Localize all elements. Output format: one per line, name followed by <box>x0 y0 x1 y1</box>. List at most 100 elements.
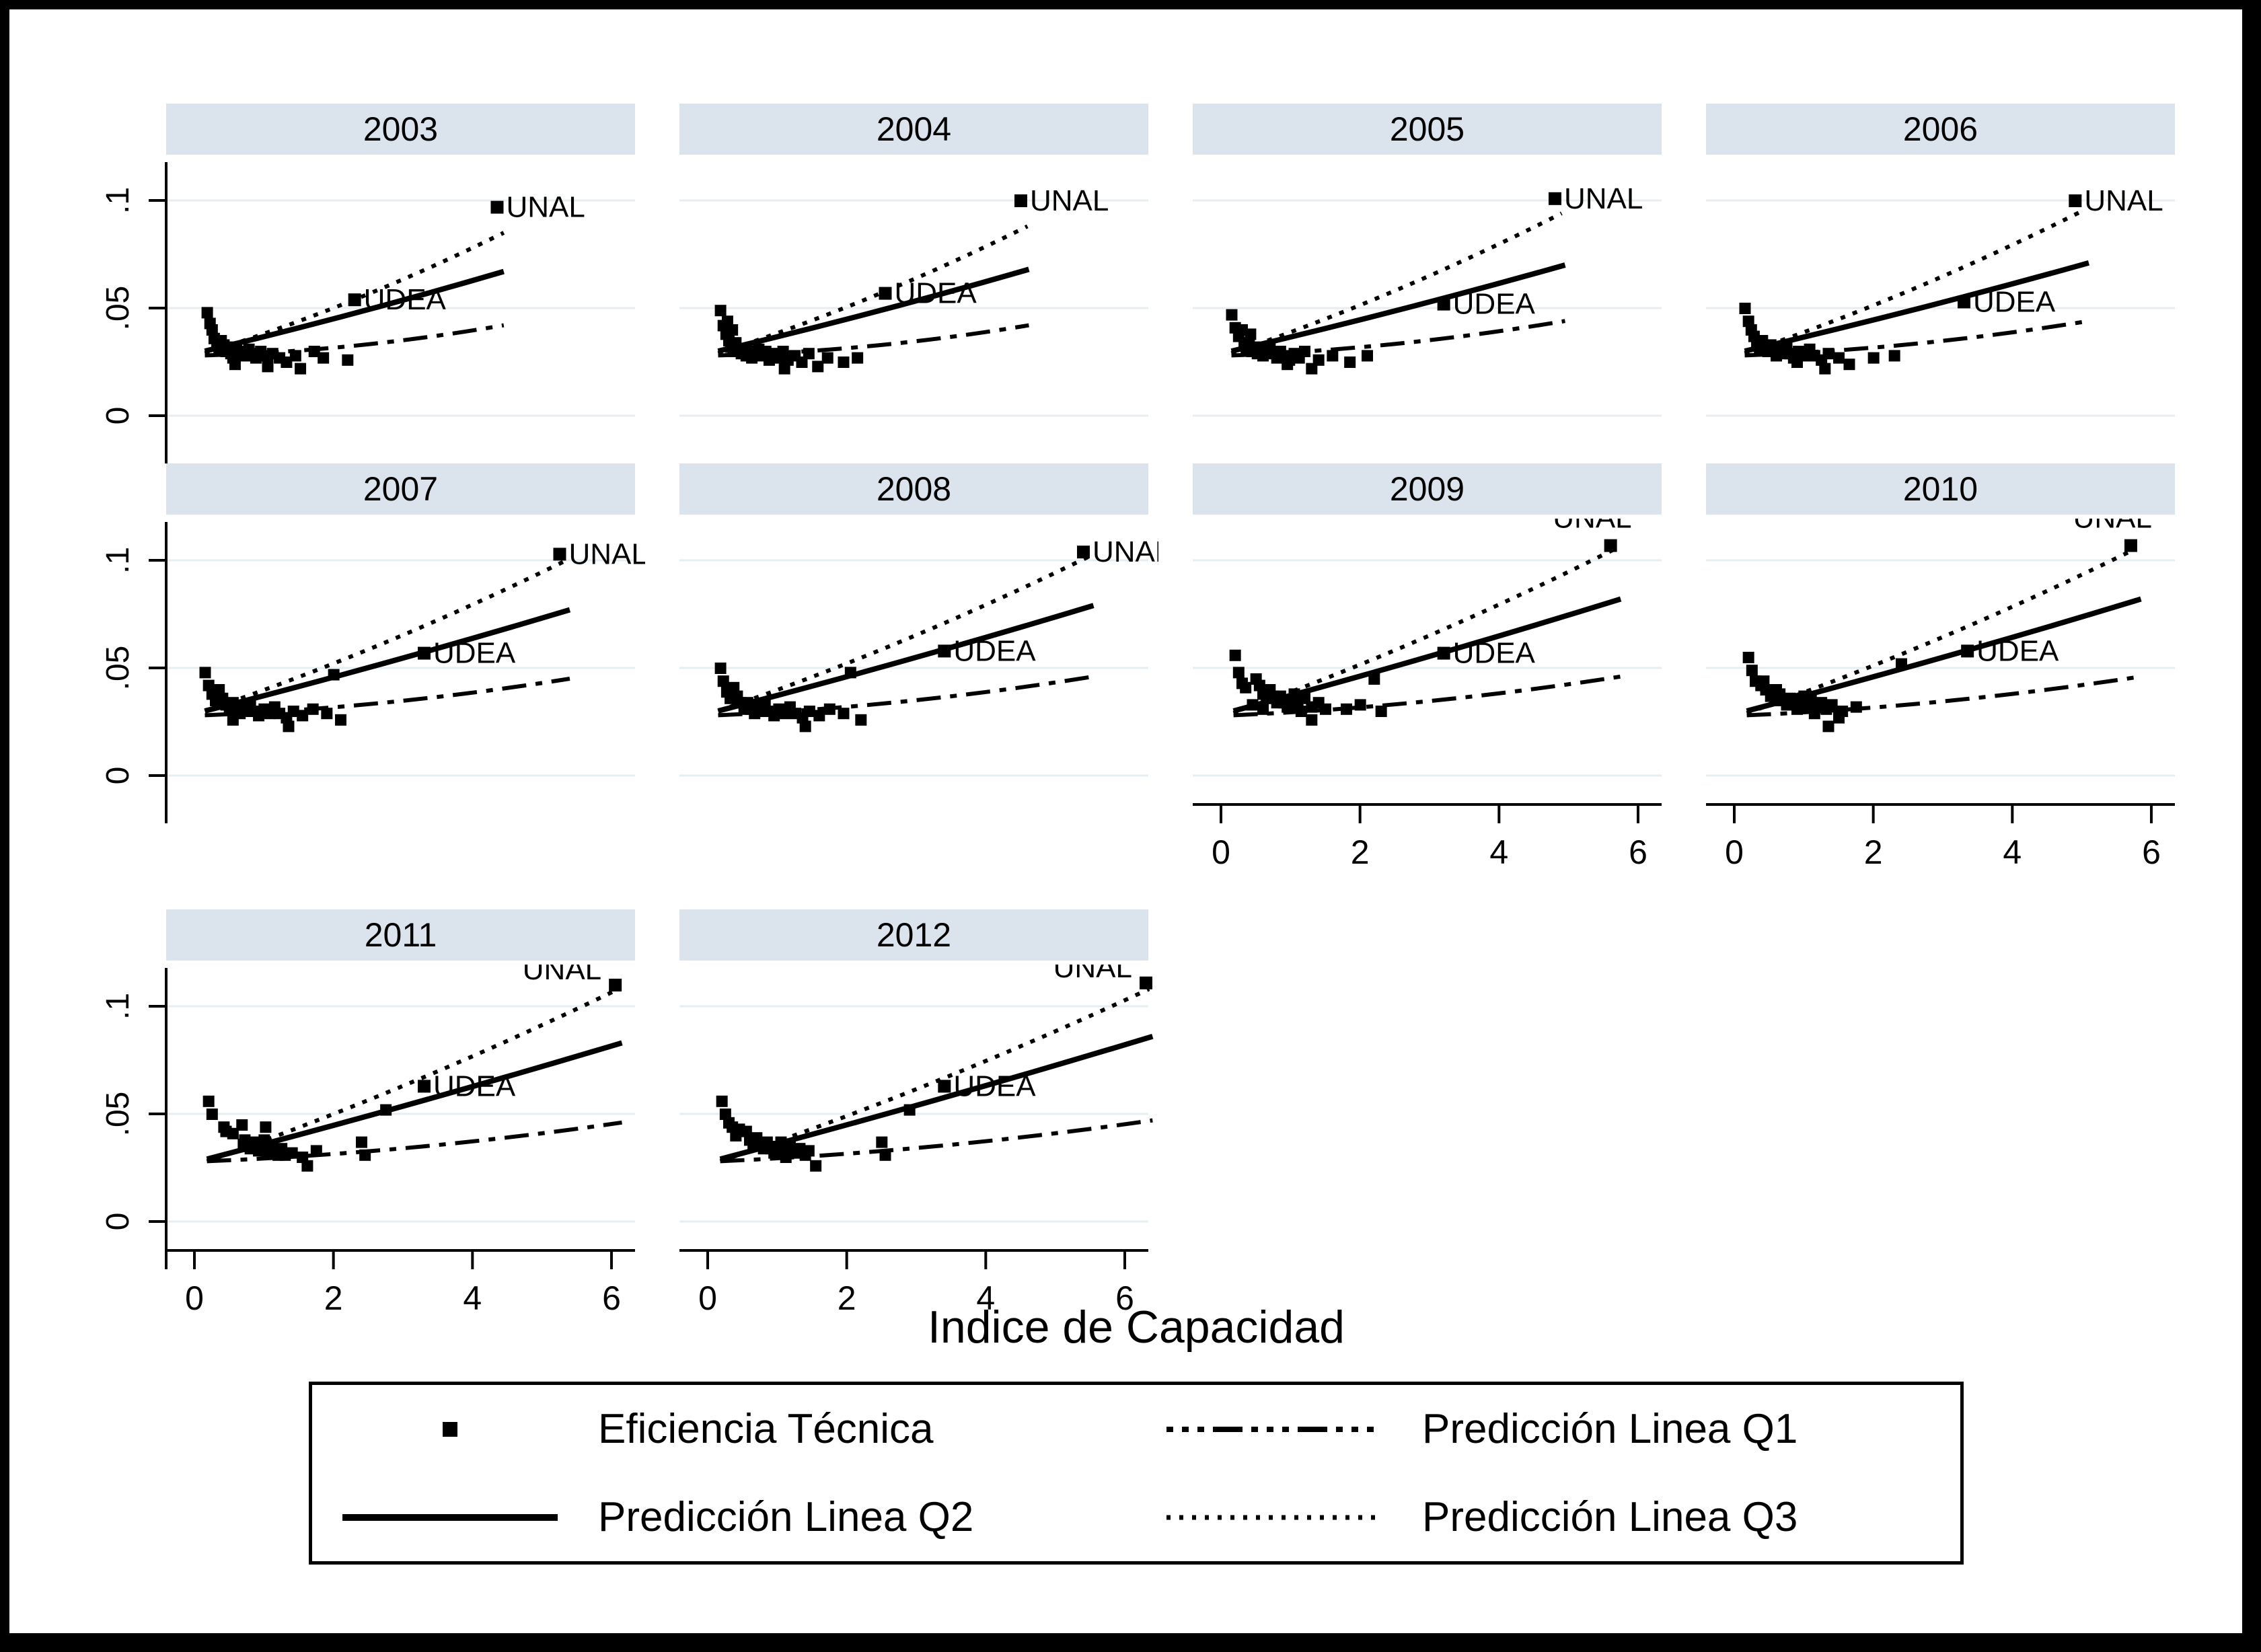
scatter-point <box>1867 352 1880 364</box>
scatter-points <box>201 307 354 375</box>
scatter-points <box>199 667 346 733</box>
scatter-point <box>823 703 836 715</box>
legend-label: Predicción Linea Q1 <box>1422 1406 1798 1452</box>
udea-point <box>348 293 361 307</box>
scatter-point <box>1822 348 1834 360</box>
scatter-point <box>780 1152 792 1163</box>
scatter-point <box>1306 714 1318 726</box>
scatter-point <box>1282 359 1294 371</box>
scatter-point <box>1306 363 1318 375</box>
panel-title: 2007 <box>166 463 635 515</box>
y-tick-label: 0 <box>106 767 136 785</box>
scatter-point <box>838 708 850 720</box>
scatter-point <box>1312 354 1325 366</box>
prediction-line-q3 <box>1744 209 2083 356</box>
unal-label: UNAL <box>2073 519 2152 535</box>
scatter-point <box>714 663 727 674</box>
scatter-points <box>1739 303 1900 375</box>
panel-title: 2008 <box>679 463 1148 515</box>
udea: UDEA <box>417 637 516 670</box>
scatter-point <box>852 352 864 364</box>
scatter-point <box>1232 667 1245 679</box>
scatter-point <box>301 1160 313 1172</box>
scatter-point <box>1739 303 1751 314</box>
x-tick-label: 6 <box>2142 833 2161 871</box>
panel-plot: UDEA UNAL <box>1193 182 1662 417</box>
unal-point <box>609 979 622 991</box>
x-tick-label: 2 <box>838 1279 856 1317</box>
scatter-point <box>879 1149 891 1161</box>
x-axis: 0 2 4 6 <box>1193 803 1662 871</box>
udea-label: UDEA <box>433 1069 516 1102</box>
unal-label: UNAL <box>1053 965 1132 984</box>
prediction-line-q1 <box>205 323 505 358</box>
y-tick-label: .05 <box>106 646 136 691</box>
solid-line-icon <box>339 1497 561 1538</box>
scatter-point <box>1354 699 1366 711</box>
panel-plot: UDEA UNAL <box>679 535 1158 777</box>
legend-label: Predicción Linea Q2 <box>598 1494 974 1540</box>
unal: UNAL <box>1076 535 1158 568</box>
scatter-point <box>775 1136 787 1148</box>
scatter-points <box>716 1095 916 1172</box>
panel-title: 2005 <box>1193 104 1662 155</box>
scatter-point <box>1288 688 1300 700</box>
gridlines <box>166 559 635 777</box>
udea-point <box>417 1080 431 1093</box>
x-tick-label: 4 <box>976 1279 995 1317</box>
udea: UDEA <box>1437 288 1536 321</box>
year-panel-2010: 2010 0 2 4 6 UDEA UNAL <box>1645 463 2185 895</box>
scatter-point <box>287 706 299 717</box>
scatter-point <box>876 1136 888 1148</box>
scatter-point <box>227 1127 239 1139</box>
scatter-points <box>714 305 864 375</box>
unal-label: UNAL <box>568 537 645 570</box>
udea: UDEA <box>1957 285 2056 318</box>
prediction-line-q2 <box>1230 262 1566 354</box>
scatter-point <box>380 1104 392 1116</box>
x-tick-label: 0 <box>1212 833 1230 871</box>
scatter-point <box>1344 356 1356 368</box>
x-axis-title: Indice de Capacidad <box>927 1302 1345 1353</box>
scatter-point <box>714 305 727 317</box>
scatter-point <box>1340 703 1352 715</box>
gridlines <box>1706 559 2175 777</box>
scatter-point <box>236 1119 248 1131</box>
scatter-points <box>1229 649 1387 726</box>
scatter-point <box>201 307 213 319</box>
scatter-point <box>1843 359 1855 371</box>
x-tick-label: 0 <box>185 1279 204 1317</box>
scatter-point <box>838 356 850 368</box>
x-axis: 0 2 4 6 <box>1706 803 2175 871</box>
year-panel-2011: 2011 0 .05 .1 0 2 4 6 UDEA UNAL <box>106 909 645 1341</box>
scatter-point <box>799 720 811 733</box>
udea-point <box>879 287 892 300</box>
unal: UNAL <box>1553 519 1632 552</box>
scatter-point <box>289 350 301 362</box>
scatter-point <box>717 675 729 687</box>
scatter-point <box>716 1095 728 1107</box>
scatter-point <box>202 679 215 691</box>
x-tick-label: 4 <box>1489 833 1508 871</box>
udea: UDEA <box>1961 634 2059 667</box>
scatter-point <box>328 669 340 681</box>
udea-label: UDEA <box>953 634 1036 667</box>
unal: UNAL <box>1053 965 1152 989</box>
scatter-point <box>229 359 241 371</box>
unal: UNAL <box>553 537 645 570</box>
x-tick-label: 6 <box>1629 833 1647 871</box>
unal-point <box>553 548 566 561</box>
scatter-point <box>283 720 295 733</box>
scatter-point <box>727 324 739 336</box>
gridlines <box>1706 199 2175 417</box>
year-panel-2009: 2009 0 2 4 6 UDEA UNAL <box>1132 463 1672 895</box>
scatter-point <box>286 1147 298 1159</box>
y-tick-label: .1 <box>106 547 136 574</box>
scatter-point <box>1375 706 1387 717</box>
panel-plot: UDEA UNAL <box>679 184 1148 417</box>
udea-point <box>1437 297 1450 311</box>
panel-title: 2012 <box>679 909 1148 961</box>
prediction-line-q3 <box>206 987 620 1164</box>
scatter-point <box>1226 309 1238 321</box>
y-tick-label: .05 <box>106 286 136 331</box>
